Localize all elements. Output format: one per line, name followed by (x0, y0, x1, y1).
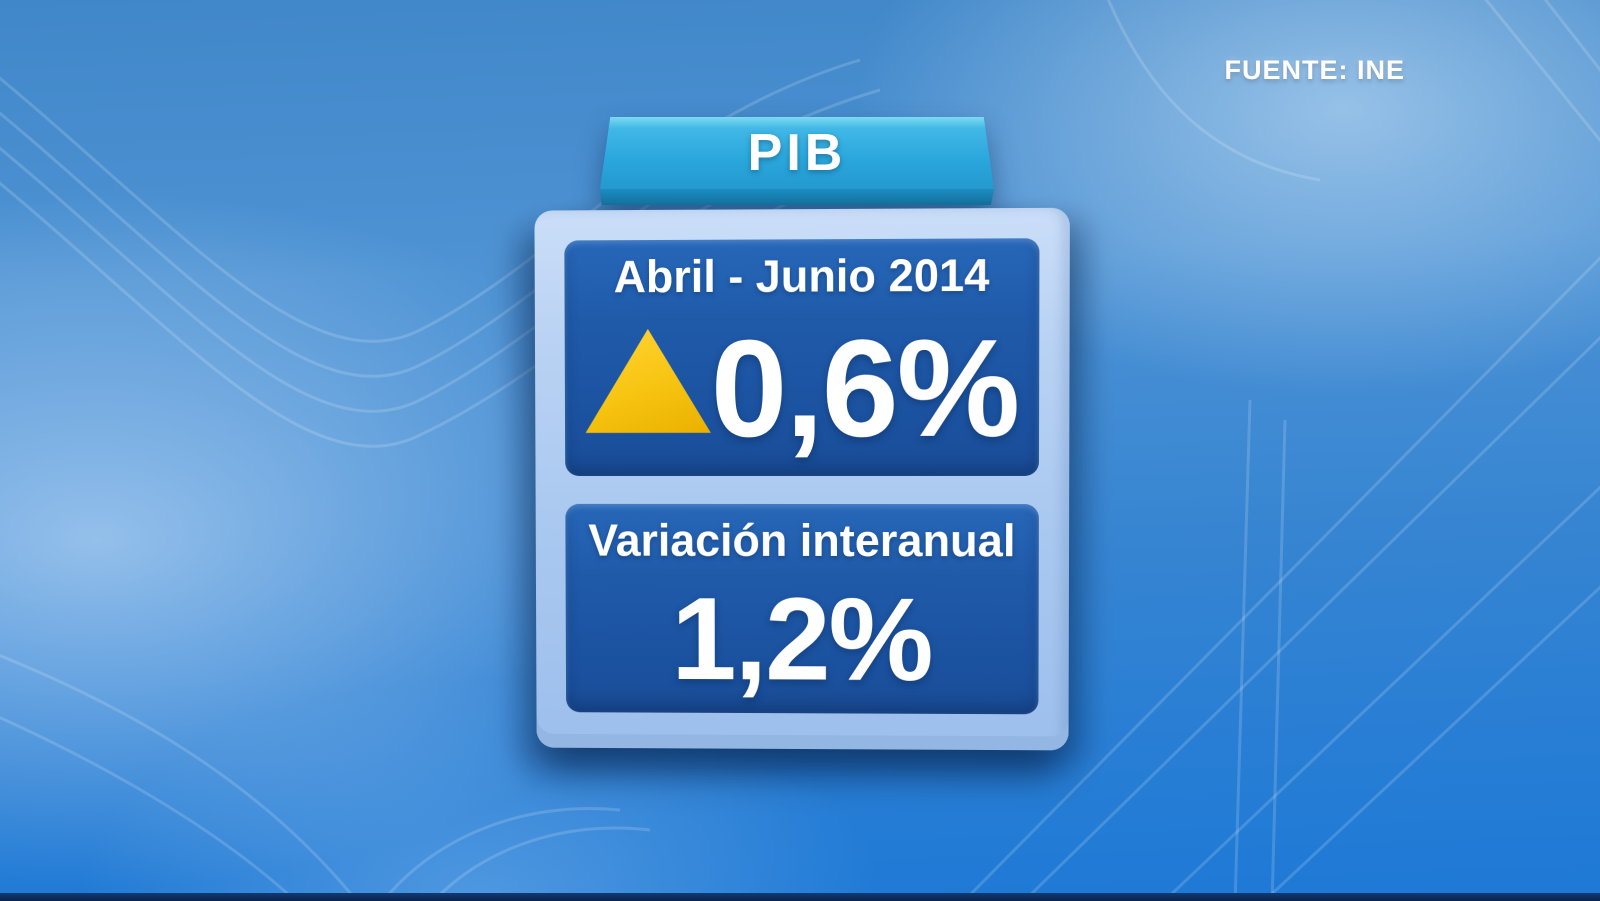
quarterly-panel: Abril - Junio 2014 0,6% (564, 238, 1040, 477)
stats-card: Abril - Junio 2014 0,6% Variación intera… (534, 207, 1070, 751)
quarterly-value-row: 0,6% (565, 300, 1040, 476)
title-bar: PIB (600, 117, 994, 205)
quarterly-period-label: Abril - Junio 2014 (613, 249, 990, 303)
interannual-label: Variación interanual (588, 514, 1016, 567)
interannual-panel: Variación interanual 1,2% (565, 503, 1039, 715)
up-triangle-icon (585, 329, 711, 433)
page-title: PIB (747, 124, 847, 182)
bottom-edge-strip (0, 893, 1600, 901)
interannual-value: 1,2% (671, 573, 932, 706)
title-bar-face: PIB (600, 117, 994, 189)
title-bar-bevel (600, 189, 994, 205)
quarterly-value: 0,6% (710, 310, 1019, 466)
interannual-value-row: 1,2% (566, 565, 1039, 714)
source-label: FUENTE: INE (1224, 55, 1405, 85)
